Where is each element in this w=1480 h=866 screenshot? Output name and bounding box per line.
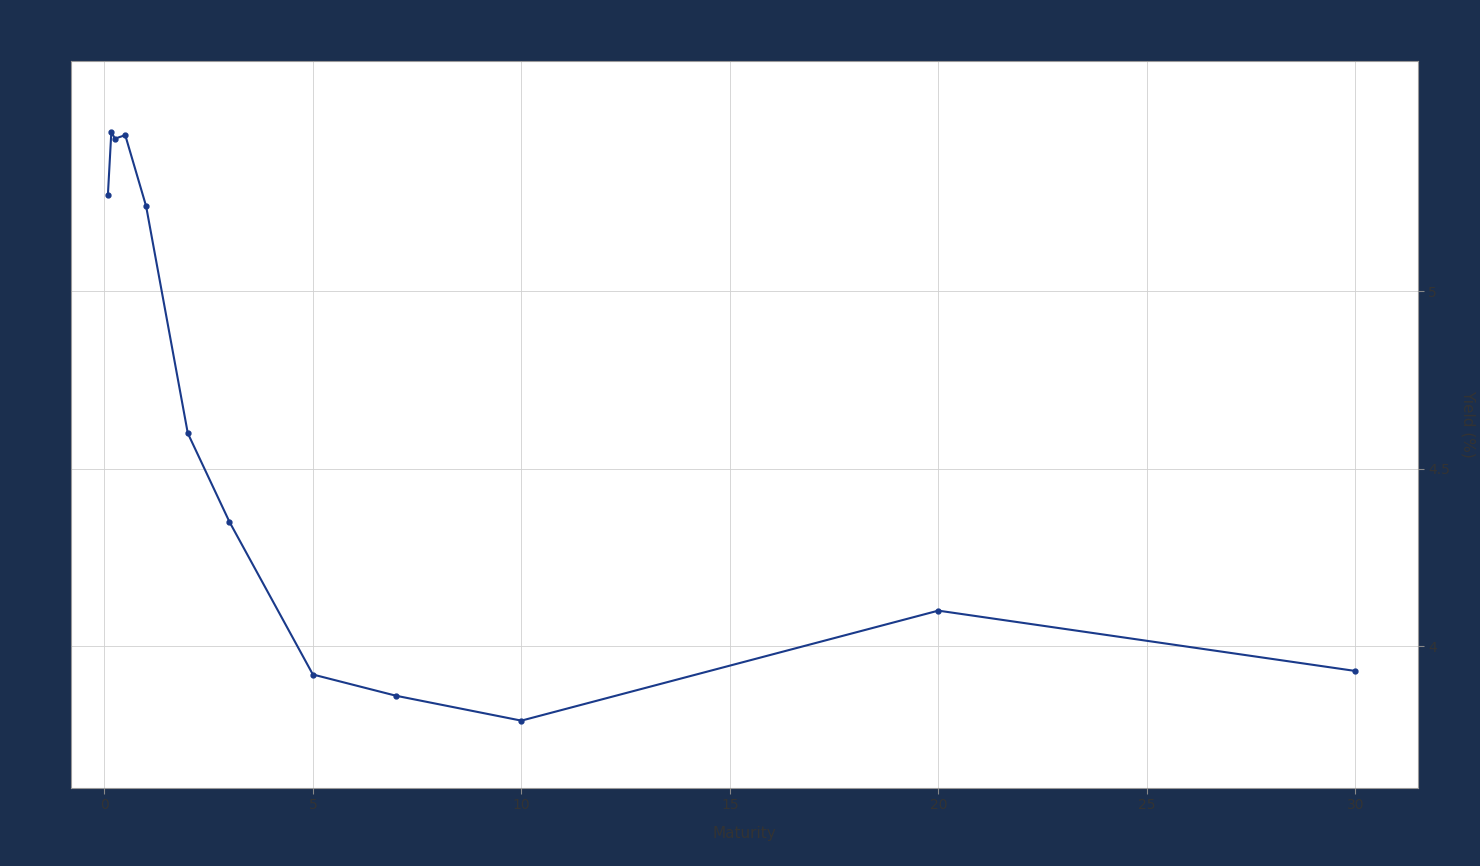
Text: Sunday, 11 June 2023 at 22:02 GMT-7: Sunday, 11 June 2023 at 22:02 GMT-7 [1049, 113, 1311, 126]
Text: /fixedincome/ycrv: /fixedincome/ycrv [1184, 132, 1311, 145]
Y-axis label: Yield (%): Yield (%) [1461, 391, 1476, 458]
X-axis label: Maturity: Maturity [712, 826, 777, 842]
Text: US Nominal Yield Curve for 2023-06-08: US Nominal Yield Curve for 2023-06-08 [558, 117, 959, 134]
Text: CFENDB: CFENDB [206, 135, 235, 144]
Text: E|E: E|E [206, 115, 232, 132]
